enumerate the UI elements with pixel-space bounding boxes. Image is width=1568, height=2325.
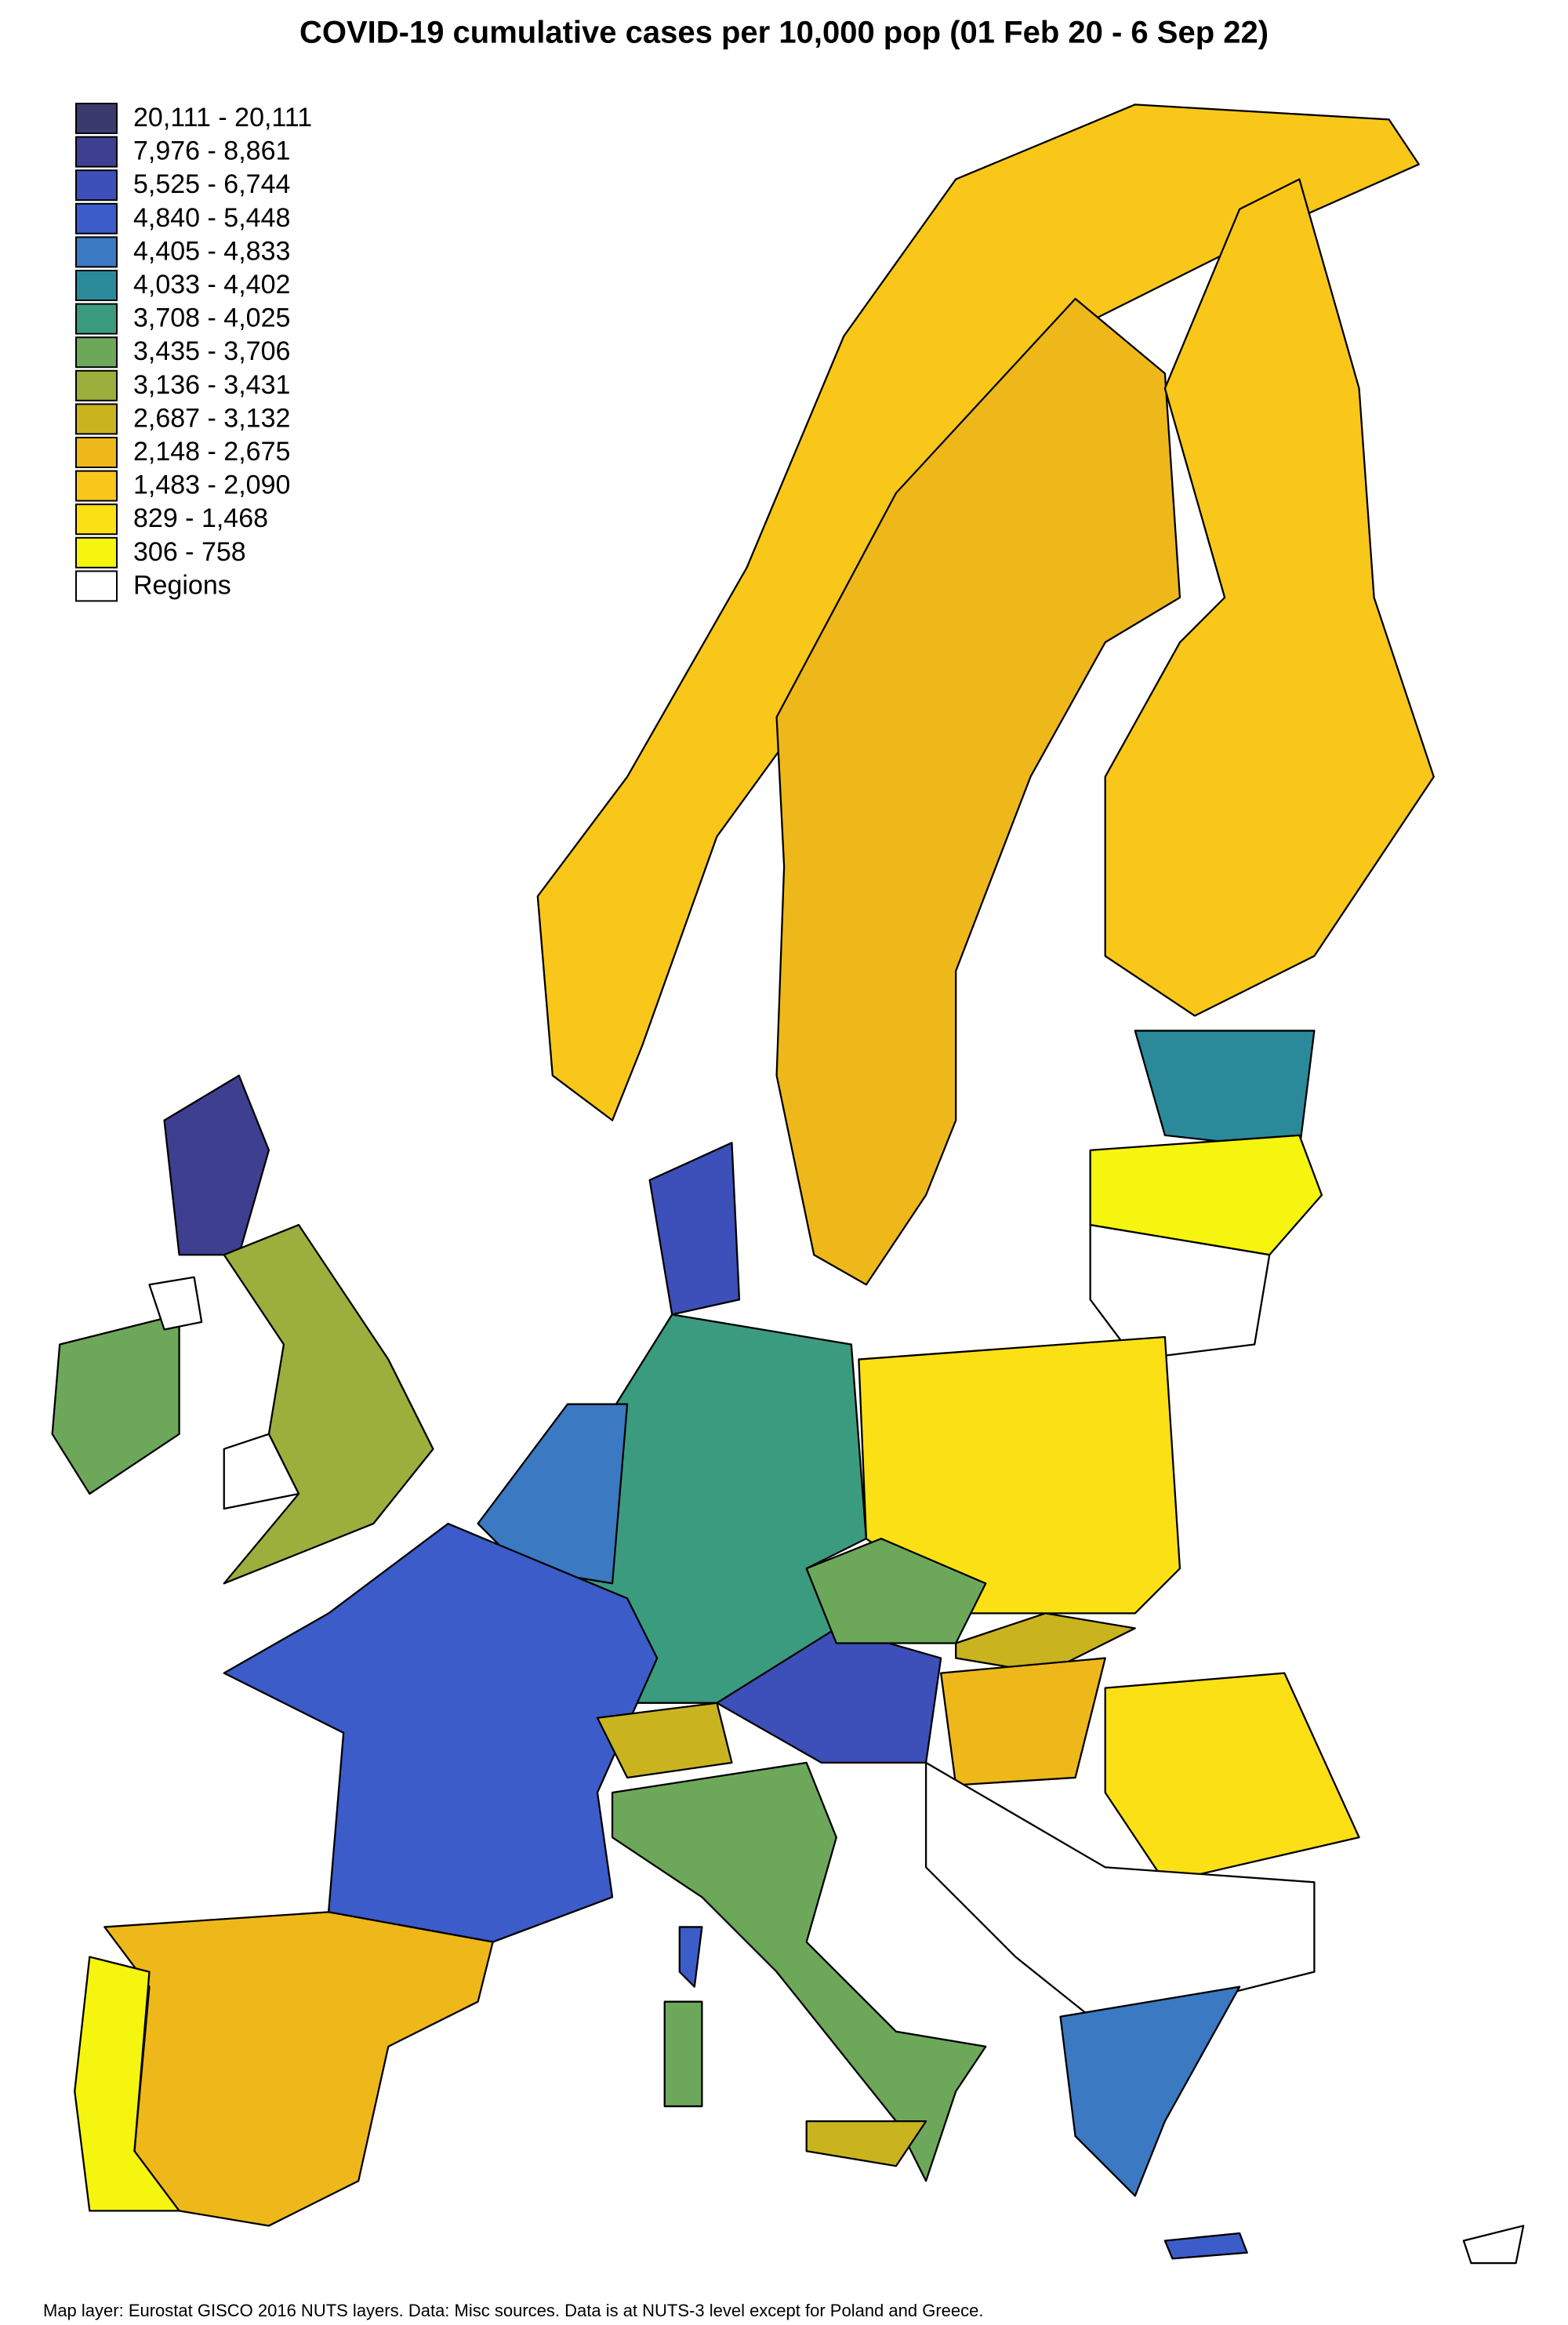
estonia: [1134, 1030, 1316, 1151]
legend-swatch: [75, 403, 118, 435]
sicily: [805, 2120, 927, 2167]
denmark: [648, 1142, 741, 1316]
crete: [1163, 2232, 1248, 2260]
scotland: [163, 1074, 270, 1256]
legend-label: 3,708 - 4,025: [133, 303, 290, 333]
legend-swatch: [75, 437, 118, 468]
corsica: [678, 1926, 703, 1988]
legend-label: 1,483 - 2,090: [133, 470, 290, 500]
latvia: [1089, 1134, 1323, 1256]
ireland: [51, 1313, 180, 1495]
legend-swatch: [75, 303, 118, 335]
switzerland: [596, 1702, 733, 1779]
legend-swatch: [75, 470, 118, 502]
legend-swatch: [75, 336, 118, 369]
legend-label: 3,435 - 3,706: [133, 336, 290, 366]
legend-swatch: [75, 570, 118, 602]
legend-swatch: [75, 136, 118, 168]
czechia: [805, 1538, 987, 1644]
france: [223, 1522, 659, 1943]
lithuania: [1089, 1223, 1271, 1360]
legend-swatch: [75, 270, 118, 301]
slovakia: [955, 1612, 1136, 1674]
legend-label: 7,976 - 8,861: [133, 136, 290, 166]
legend-label: 4,840 - 5,448: [133, 203, 290, 233]
greece: [1059, 1985, 1241, 2197]
england: [223, 1223, 434, 1585]
legend-swatch: [75, 503, 118, 536]
legend-swatch: [75, 536, 118, 569]
spain: [103, 1911, 494, 2227]
sardinia: [663, 2000, 703, 2108]
wales: [223, 1433, 300, 1510]
portugal: [74, 1956, 180, 2212]
map: [51, 104, 1525, 2265]
legend-swatch: [75, 202, 118, 234]
legend-label: 5,525 - 6,744: [133, 169, 290, 199]
legend-label: 4,405 - 4,833: [133, 236, 290, 266]
legend-swatch: [75, 236, 118, 268]
sweden: [775, 297, 1181, 1286]
legend-label: 20,111 - 20,111: [133, 103, 312, 133]
legend-label: 829 - 1,468: [133, 503, 268, 533]
legend-label: 2,687 - 3,132: [133, 403, 290, 433]
legend-label: 3,136 - 3,431: [133, 370, 290, 400]
legend-label: 4,033 - 4,402: [133, 270, 290, 300]
finland: [1104, 178, 1435, 1017]
romania: [1104, 1672, 1360, 1884]
map-title: COVID-19 cumulative cases per 10,000 pop…: [299, 16, 1269, 50]
hungary: [940, 1657, 1106, 1786]
legend-swatch: [75, 103, 118, 134]
austria: [716, 1627, 942, 1764]
northern-ireland: [148, 1276, 203, 1331]
legend-label: 2,148 - 2,675: [133, 437, 290, 467]
legend-swatch: [75, 369, 118, 401]
cyprus: [1462, 2225, 1525, 2265]
footnote: Map layer: Eurostat GISCO 2016 NUTS laye…: [43, 2301, 983, 2320]
legend-swatch: [75, 169, 118, 202]
italy: [611, 1761, 987, 2182]
legend-label: Regions: [133, 570, 231, 600]
legend-label: 306 - 758: [133, 537, 246, 567]
